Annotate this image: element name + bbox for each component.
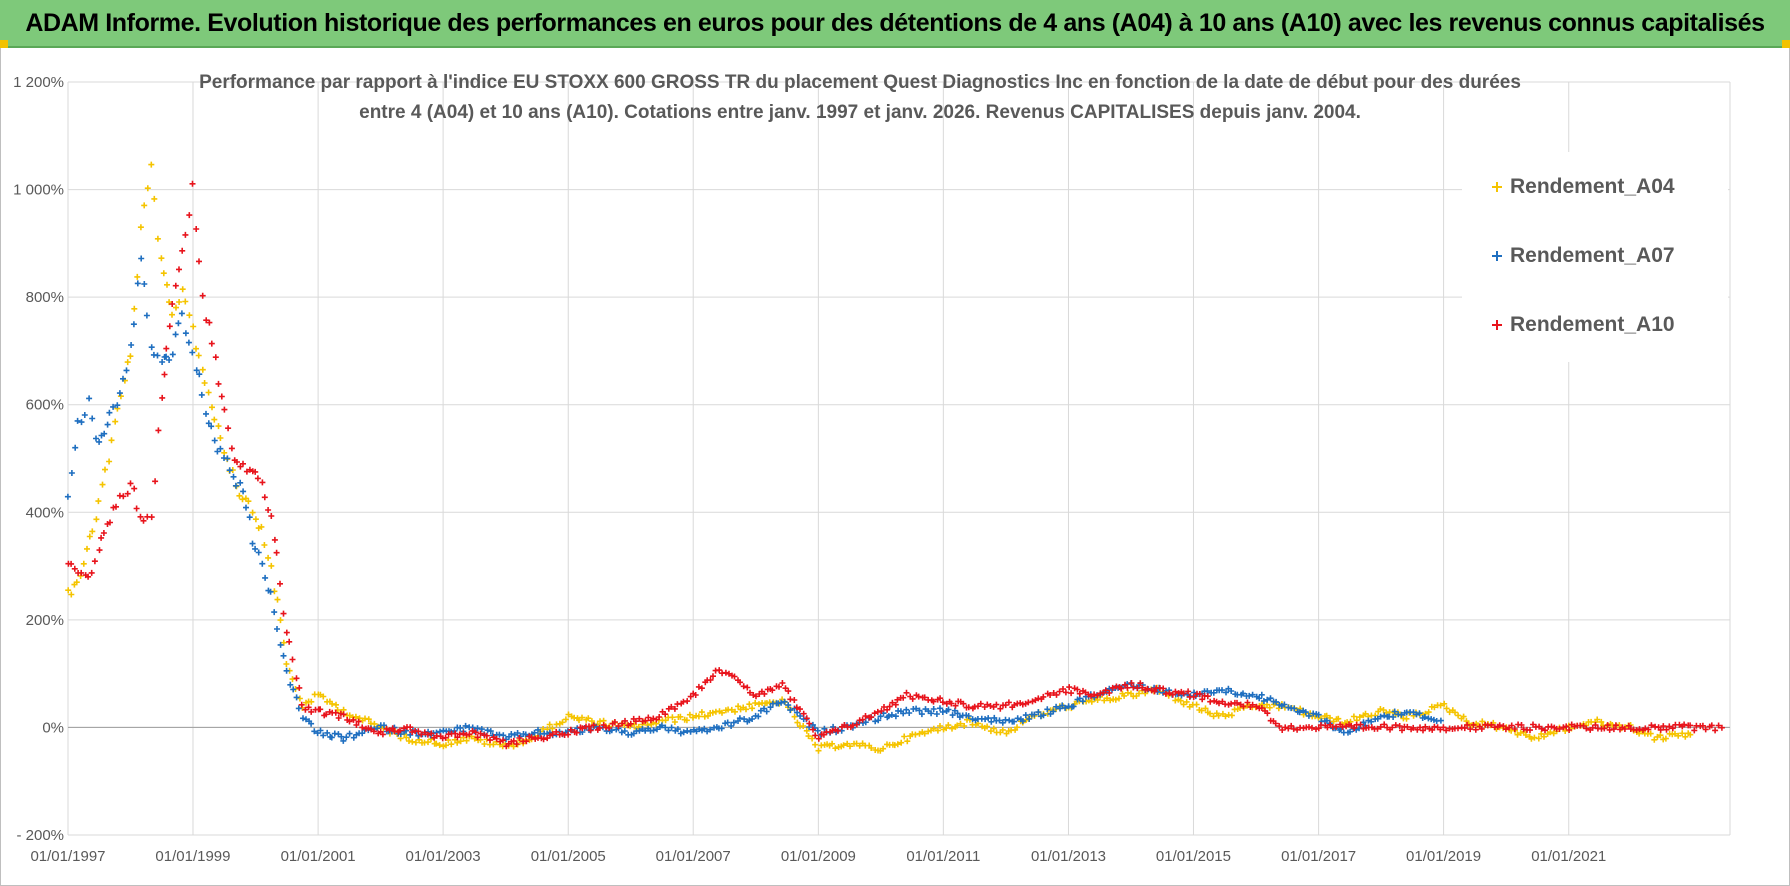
y-tick-label: 400% <box>26 504 64 521</box>
y-tick-label: 200% <box>26 612 64 629</box>
legend-marker-a04 <box>1492 182 1502 192</box>
x-tick-label: 01/01/2015 <box>1156 848 1231 865</box>
x-tick-label: 01/01/2001 <box>281 848 356 865</box>
x-tick-label: 01/01/2003 <box>406 848 481 865</box>
y-tick-label: 1 200% <box>13 74 64 91</box>
series-rendement-a04 <box>65 162 1693 754</box>
series-markers <box>65 162 1693 754</box>
y-tick-label: 600% <box>26 397 64 414</box>
y-tick-label: 1 000% <box>13 182 64 199</box>
y-tick-label: 800% <box>26 289 64 306</box>
y-tick-label: 0% <box>42 719 64 736</box>
subtitle-line-1: Performance par rapport à l'indice EU ST… <box>150 68 1570 98</box>
legend-item-a04: Rendement_A04 <box>1510 172 1675 202</box>
header-banner: ADAM Informe. Evolution historique des p… <box>0 0 1790 48</box>
x-tick-label: 01/01/2017 <box>1281 848 1356 865</box>
x-tick-label: 01/01/2019 <box>1406 848 1481 865</box>
legend-marker-a10 <box>1492 320 1502 330</box>
x-axis-ticks: 01/01/1997 01/01/1999 01/01/2001 01/01/2003… <box>30 848 1606 865</box>
x-tick-label: 01/01/1999 <box>155 848 230 865</box>
series-rendement-a07 <box>65 256 1444 744</box>
subtitle-line-2: entre 4 (A04) et 10 ans (A10). Cotations… <box>150 98 1570 128</box>
banner-title: ADAM Informe. Evolution historique des p… <box>25 9 1764 38</box>
x-tick-label: 01/01/2021 <box>1531 848 1606 865</box>
x-tick-label: 01/01/2005 <box>531 848 606 865</box>
legend-item-a10: Rendement_A10 <box>1510 310 1675 340</box>
x-tick-label: 01/01/2007 <box>656 848 731 865</box>
chart-legend: Rendement_A04 Rendement_A07 Rendement_A1… <box>1462 152 1728 362</box>
y-tick-label: - 200% <box>16 827 64 844</box>
x-tick-label: 01/01/2009 <box>781 848 856 865</box>
legend-label-a04: Rendement_A04 <box>1510 175 1675 199</box>
legend-marker-a07 <box>1492 251 1502 261</box>
chart-subtitle: Performance par rapport à l'indice EU ST… <box>150 68 1570 128</box>
legend-label-a10: Rendement_A10 <box>1510 313 1675 337</box>
series-markers <box>65 256 1444 744</box>
y-axis-ticks: - 200% 0% 200% 400% 600% 800% 1 000% 1 200% <box>13 74 64 844</box>
legend-item-a07: Rendement_A07 <box>1510 241 1675 271</box>
x-tick-label: 01/01/2013 <box>1031 848 1106 865</box>
legend-label-a07: Rendement_A07 <box>1510 244 1675 268</box>
x-tick-label: 01/01/1997 <box>30 848 105 865</box>
x-tick-label: 01/01/2011 <box>906 848 980 865</box>
